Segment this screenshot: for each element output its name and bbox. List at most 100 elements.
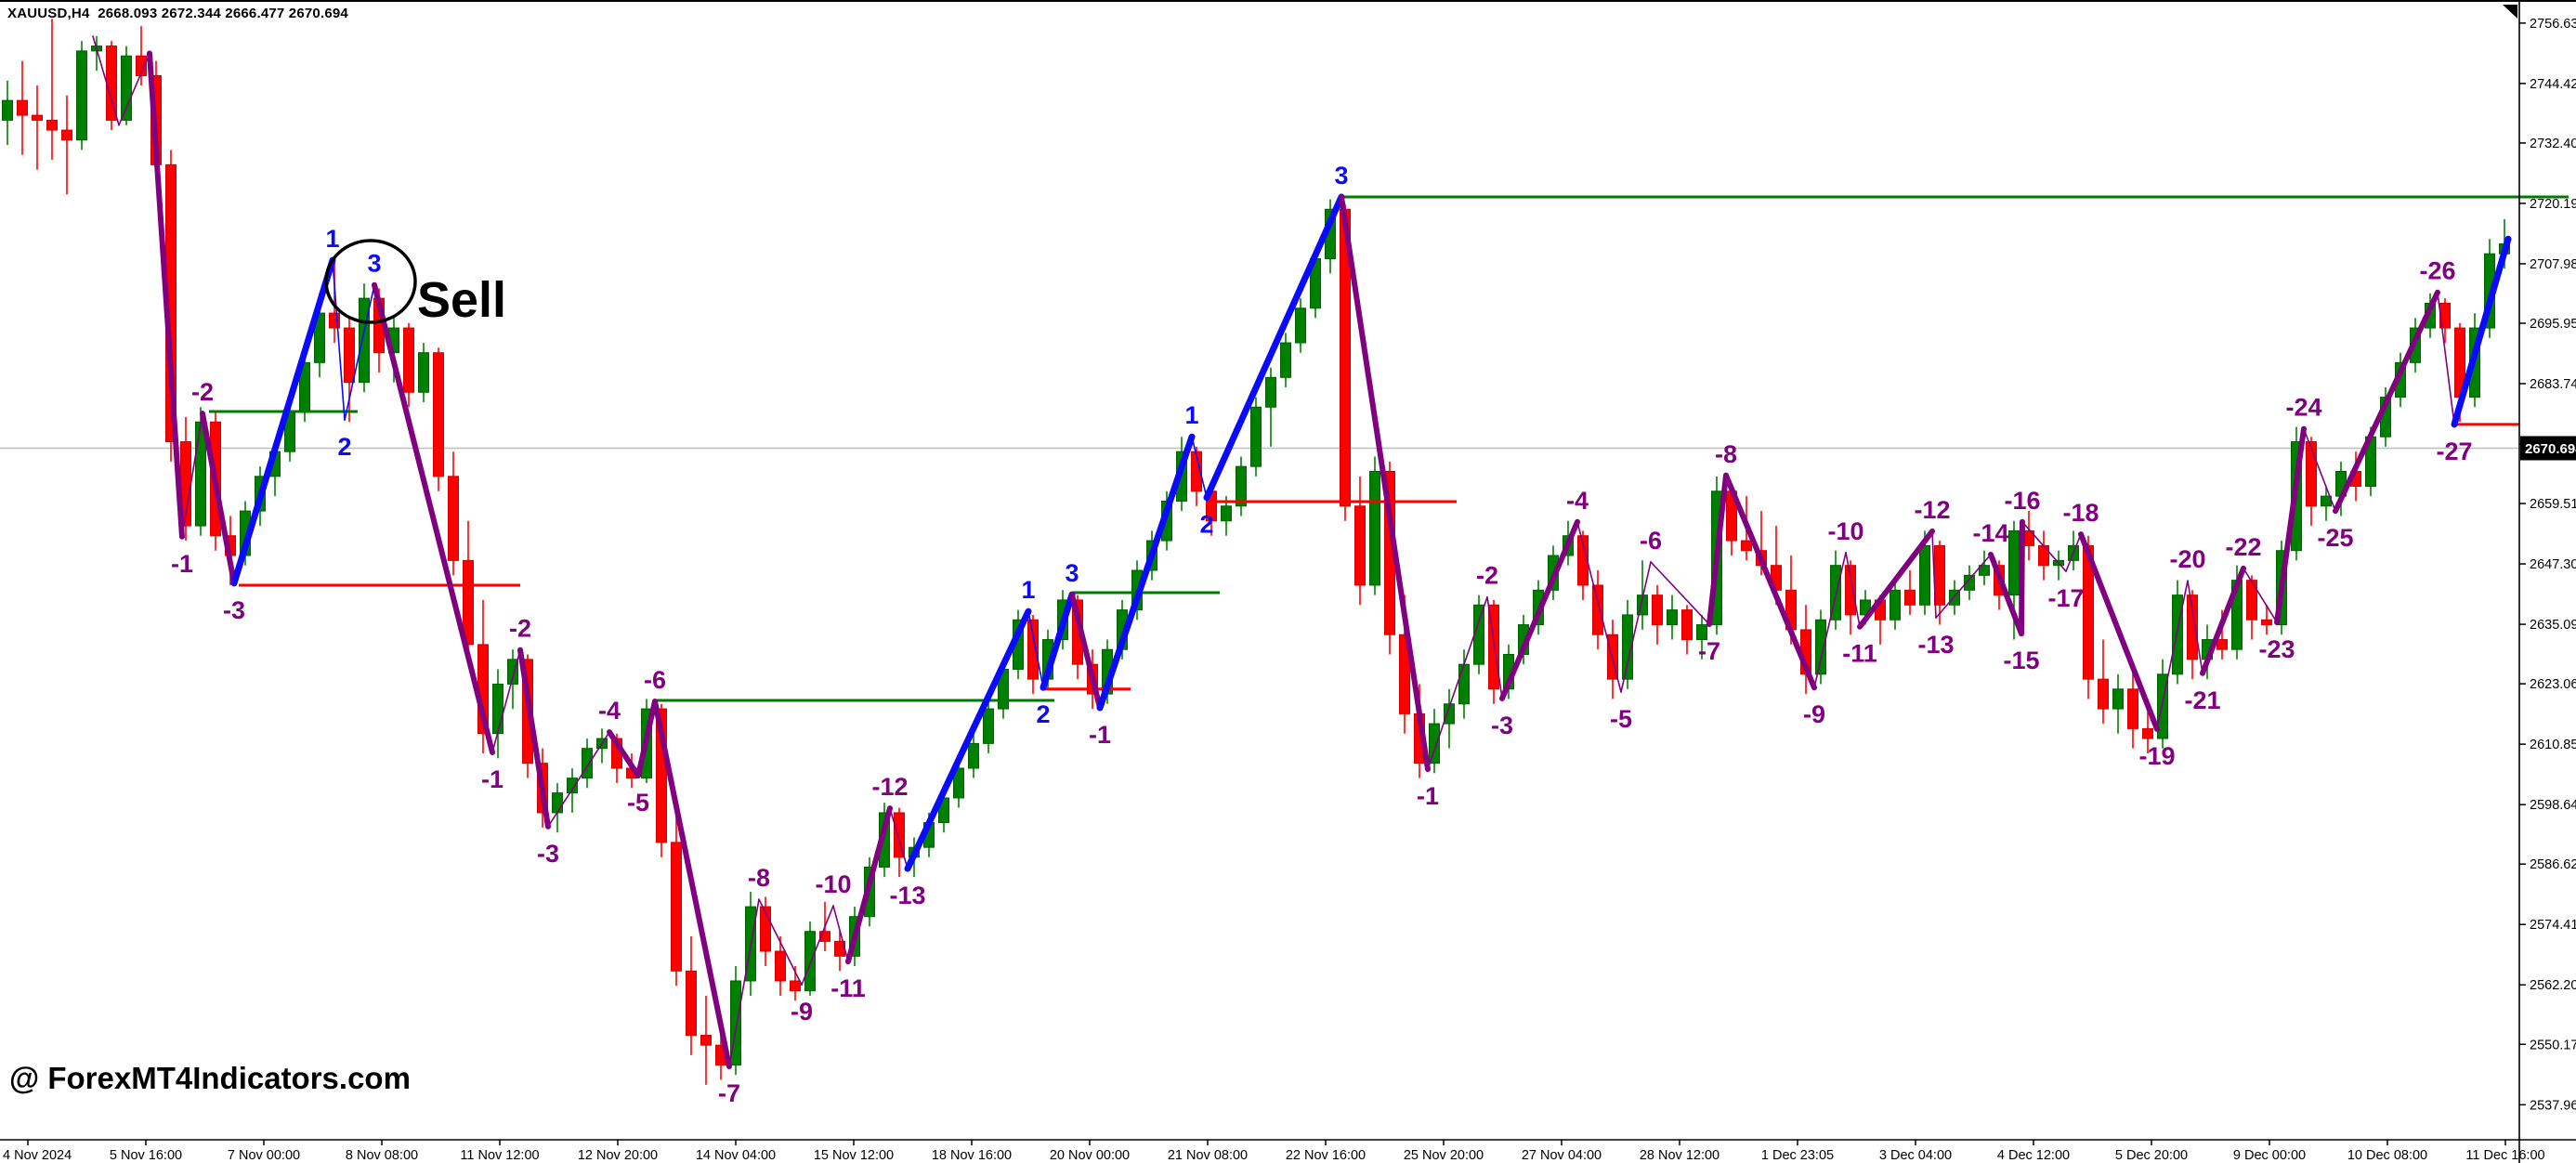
price-axis[interactable]: 2756.635 2744.425 2732.400 2720.190 2707.980… bbox=[2519, 17, 2576, 1113]
price-axis-label: 2562.200 bbox=[2530, 978, 2576, 993]
zigzag-pivot-label: -19 bbox=[2138, 742, 2175, 770]
zigzag-pivot-label: -23 bbox=[2258, 635, 2295, 663]
candles-layer bbox=[2, 19, 2510, 1085]
purple-zigzag-segment bbox=[832, 905, 849, 962]
chart-title: XAUUSD,H4 2668.093 2672.344 2666.477 267… bbox=[7, 6, 348, 21]
candle-body bbox=[1949, 589, 1960, 606]
zigzag-pivot-label: -20 bbox=[2169, 545, 2205, 573]
zigzag-pivot-label: -3 bbox=[537, 840, 559, 868]
blue-zigzag-segment bbox=[332, 259, 346, 421]
candle-body bbox=[1265, 376, 1276, 408]
purple-zigzag-segment bbox=[1706, 472, 1729, 628]
current-price-tag-bg bbox=[2520, 436, 2576, 461]
purple-zigzag-segment bbox=[372, 281, 495, 755]
candle-body bbox=[2, 99, 13, 121]
zigzag-pivot-label: 3 bbox=[367, 250, 381, 278]
zigzag-pivot-label: -25 bbox=[2317, 524, 2353, 552]
watermark-text: @ ForexMT4Indicators.com bbox=[9, 1061, 411, 1095]
purple-zigzag-segment bbox=[1988, 551, 2024, 637]
zigzag-pivot-label: 2 bbox=[1036, 700, 1050, 728]
candle-body bbox=[1890, 589, 1901, 621]
candle-body bbox=[1637, 595, 1648, 616]
price-axis-label: 2756.635 bbox=[2530, 17, 2576, 32]
blue-zigzag-segment bbox=[2451, 235, 2512, 428]
purple-zigzag-segment bbox=[200, 411, 237, 586]
zigzag-pivot-label: -27 bbox=[2436, 438, 2472, 465]
purple-zigzag-segment bbox=[181, 412, 203, 538]
zigzag-pivot-label: -26 bbox=[2419, 257, 2455, 285]
candle-body bbox=[1280, 342, 1291, 378]
price-axis-label: 2647.300 bbox=[2530, 557, 2576, 572]
blue-zigzag-segment bbox=[1040, 591, 1076, 691]
purple-zigzag-segment bbox=[1845, 552, 1861, 628]
zigzag-pivot-label: -8 bbox=[748, 864, 770, 892]
candle-body bbox=[1488, 604, 1499, 690]
candle-body bbox=[671, 842, 682, 972]
zigzag-pivot-label: -9 bbox=[1803, 700, 1825, 728]
candle-body bbox=[2098, 678, 2109, 710]
candle-body bbox=[418, 352, 429, 393]
zigzag-pivot-label: -1 bbox=[171, 550, 193, 578]
time-axis-label: 12 Nov 20:00 bbox=[578, 1148, 658, 1163]
zigzag-pivot-label: -7 bbox=[718, 1079, 740, 1107]
purple-zigzag-segment bbox=[635, 699, 658, 778]
time-axis-label: 4 Nov 2024 bbox=[3, 1148, 72, 1163]
purple-zigzag-segment bbox=[607, 729, 641, 778]
zigzag-pivot-label: -2 bbox=[1476, 562, 1498, 590]
candle-body bbox=[492, 683, 503, 735]
purple-zigzag-segment bbox=[728, 898, 760, 1067]
time-axis-label: 18 Nov 16:00 bbox=[932, 1148, 1012, 1163]
candle-body bbox=[1236, 465, 1247, 507]
price-axis-label: 2623.065 bbox=[2530, 677, 2576, 692]
purple-zigzag-segment bbox=[2303, 427, 2336, 512]
candle-body bbox=[2187, 595, 2198, 660]
zigzag-pivot-label: 3 bbox=[1334, 162, 1348, 189]
candle-body bbox=[953, 767, 964, 799]
candle-body bbox=[1592, 584, 1603, 635]
purple-zigzag-segment bbox=[2021, 521, 2067, 572]
candle-body bbox=[656, 708, 667, 843]
time-axis-label: 7 Nov 00:00 bbox=[228, 1148, 300, 1163]
zigzag-pivot-label: -17 bbox=[2047, 584, 2084, 612]
blue-zigzag-segment bbox=[1191, 436, 1208, 499]
price-axis-label: 2732.400 bbox=[2530, 137, 2576, 151]
purple-zigzag-segment bbox=[1935, 554, 1992, 619]
zigzag-pivot-label: -1 bbox=[1417, 782, 1439, 810]
candle-body bbox=[1652, 595, 1663, 626]
purple-zigzag-segment bbox=[2437, 291, 2455, 425]
zigzag-pivot-label: -15 bbox=[2003, 647, 2039, 674]
time-axis-label: 8 Nov 08:00 bbox=[346, 1148, 418, 1163]
zigzag-pivot-label: -7 bbox=[1698, 637, 1720, 665]
candle-body bbox=[686, 970, 697, 1037]
candle-body bbox=[1964, 574, 1975, 591]
blue-zigzag-segment bbox=[230, 256, 336, 587]
zigzag-pivot-label: -5 bbox=[627, 789, 649, 817]
candle-body bbox=[1667, 609, 1678, 626]
purple-zigzag-segment bbox=[92, 35, 120, 126]
zigzag-labels-layer: -1-2-3123-1-2-3-4-5-6-7-8-9-10-11-12-131… bbox=[171, 162, 2473, 1107]
price-axis-label: 2707.980 bbox=[2530, 257, 2576, 272]
candle-body bbox=[106, 46, 117, 121]
purple-zigzag-segment bbox=[2019, 518, 2025, 637]
candle-body bbox=[2112, 688, 2124, 710]
candle-body bbox=[790, 980, 801, 992]
purple-zigzag-segment bbox=[491, 648, 521, 753]
purple-zigzag-segment bbox=[845, 805, 893, 965]
candle-body bbox=[17, 99, 28, 116]
time-axis-label: 21 Nov 08:00 bbox=[1168, 1148, 1248, 1163]
candle-body bbox=[1473, 604, 1484, 665]
zigzag-pivot-label: -13 bbox=[1917, 631, 1954, 659]
price-axis-label: 2574.410 bbox=[2530, 918, 2576, 933]
candle-body bbox=[1250, 406, 1262, 467]
candle-body bbox=[433, 352, 444, 477]
time-axis[interactable]: 4 Nov 2024 5 Nov 16:00 7 Nov 00:00 8 Nov 08… bbox=[3, 1140, 2545, 1163]
blue-zigzag-segment bbox=[1096, 433, 1196, 712]
time-axis-label: 22 Nov 16:00 bbox=[1286, 1148, 1366, 1163]
zigzag-pivot-label: -13 bbox=[889, 882, 925, 909]
candle-body bbox=[448, 476, 459, 561]
time-axis-label: 25 Nov 20:00 bbox=[1404, 1148, 1484, 1163]
sell-annotation-label: Sell bbox=[417, 272, 507, 328]
time-axis-label: 5 Dec 20:00 bbox=[2115, 1148, 2188, 1163]
